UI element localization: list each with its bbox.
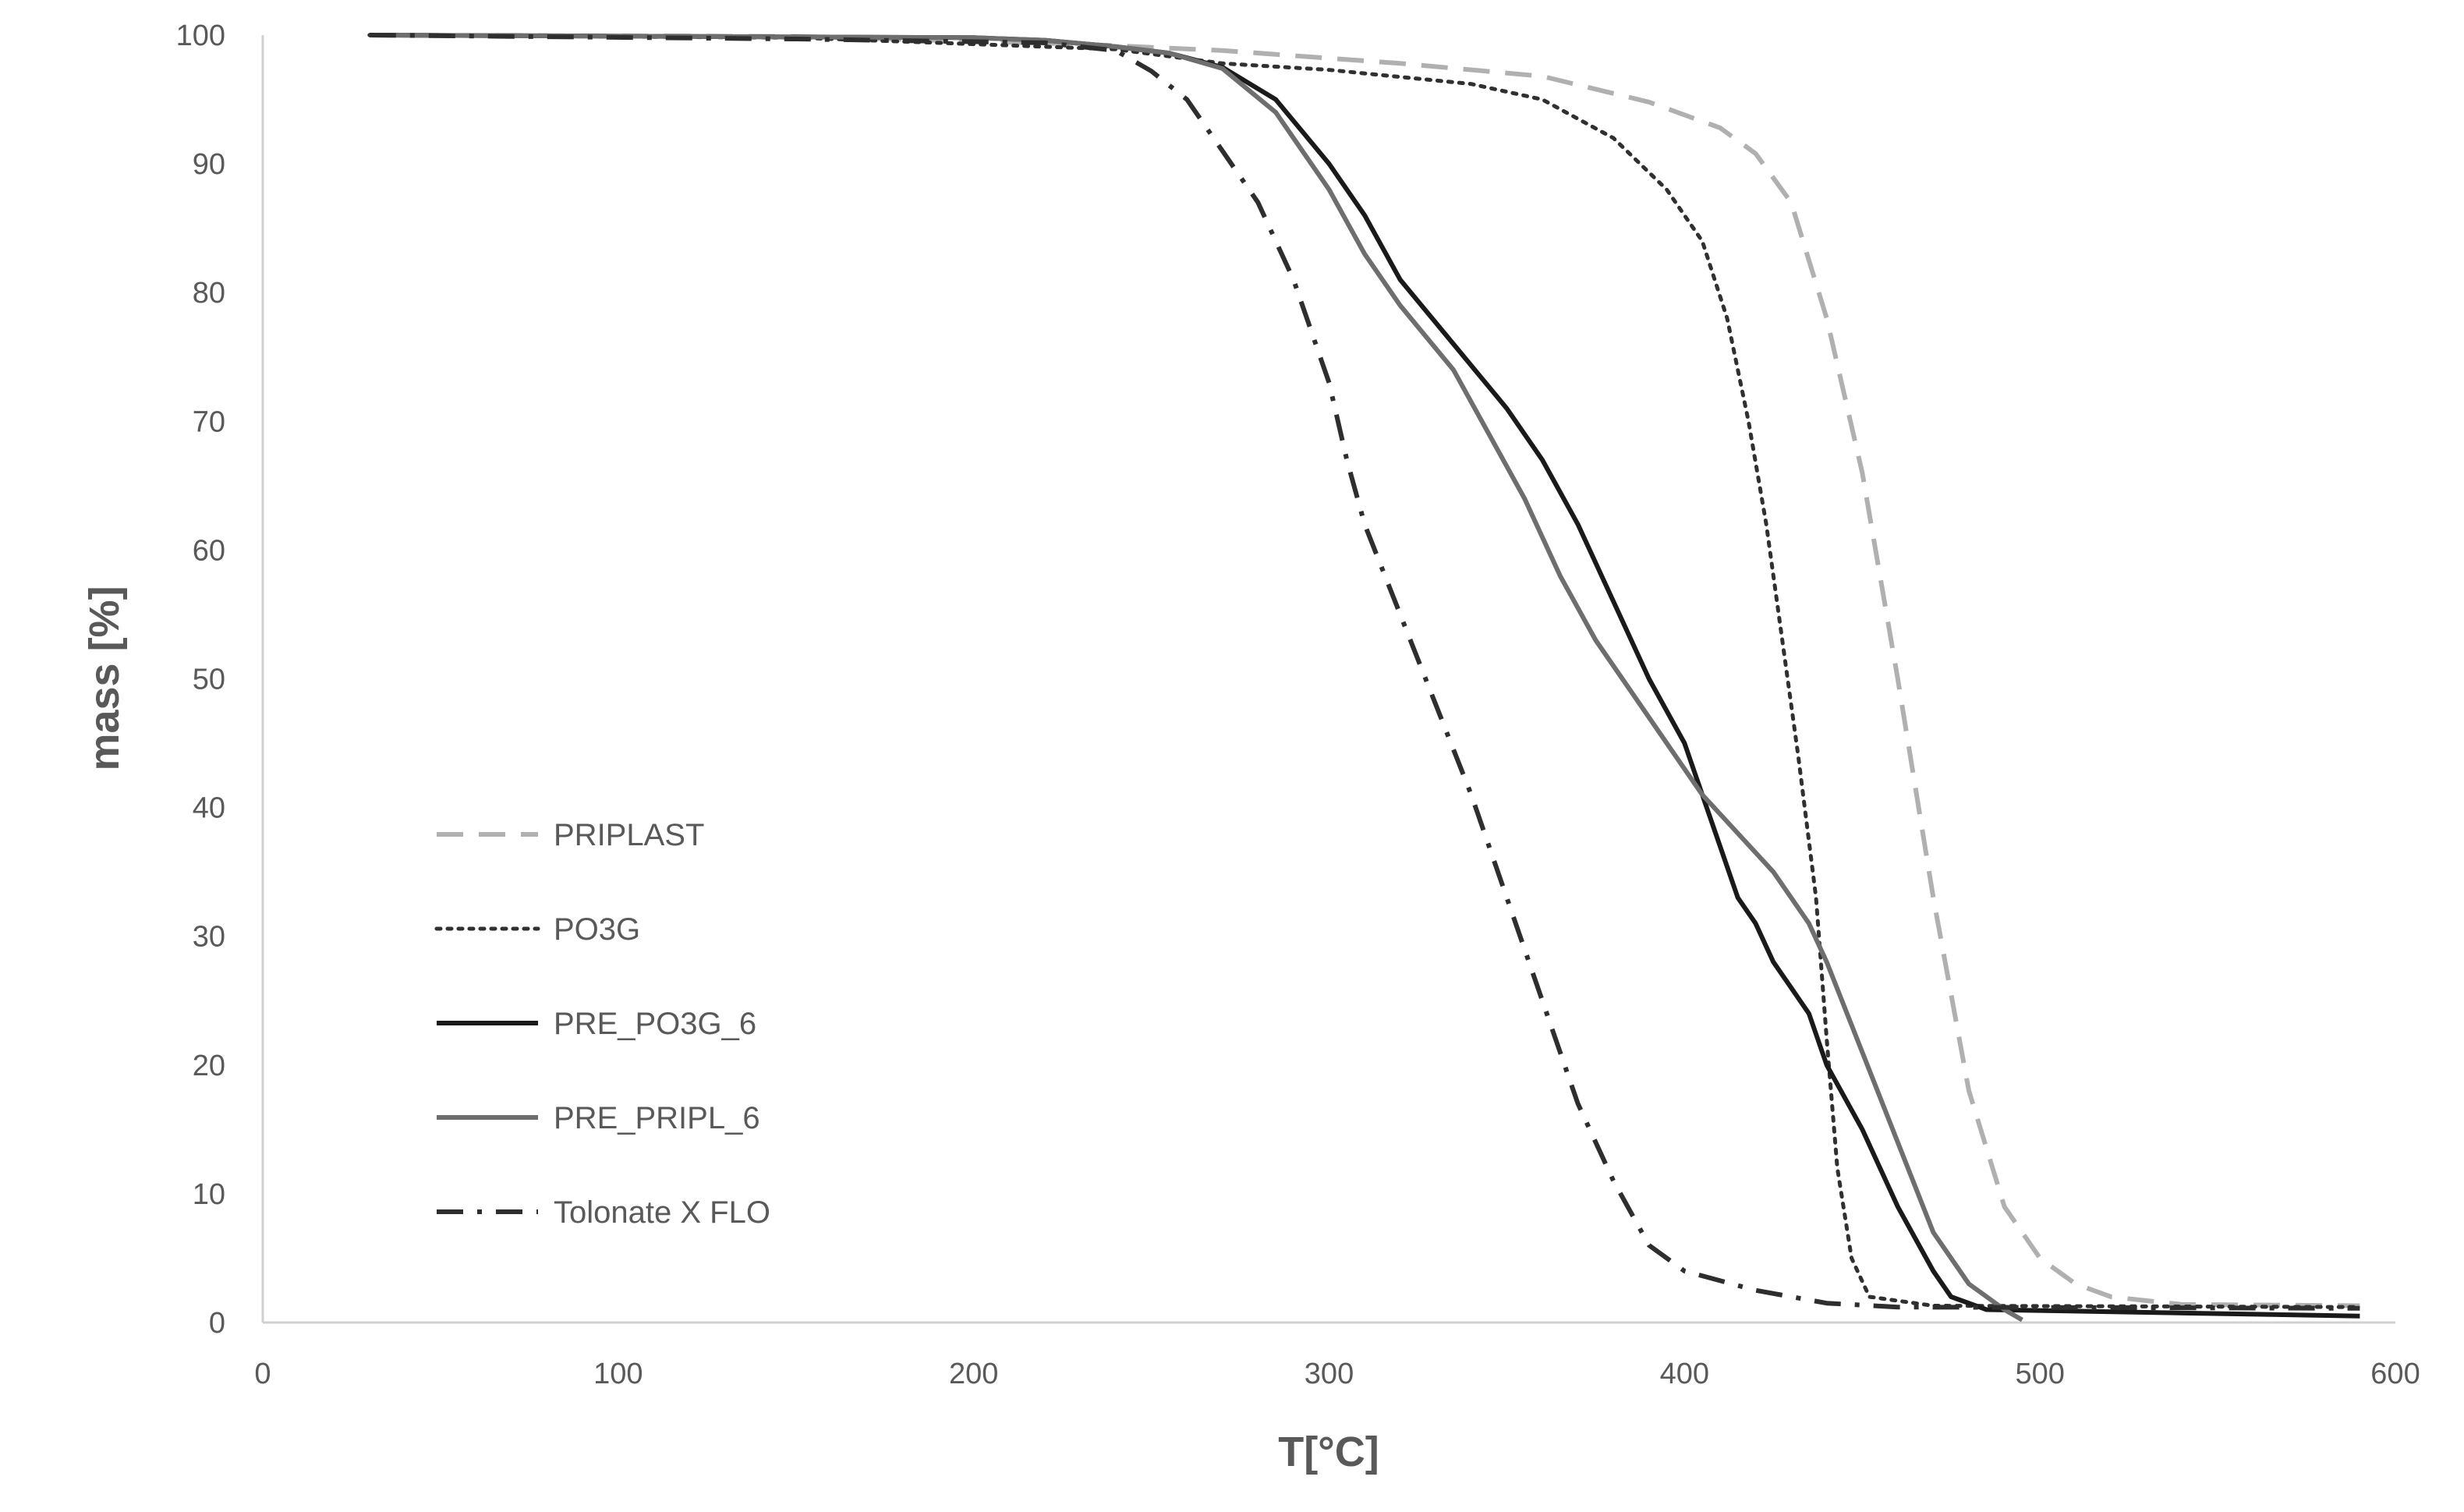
x-tick-label: 500 (2015, 1358, 2064, 1390)
legend-label: Tolonate X FLO (554, 1195, 770, 1230)
y-tick-label: 0 (209, 1307, 225, 1340)
legend: PRIPLAST PO3G PRE_PO3G_6 PRE_PRIPL_6 Tolonat… (434, 818, 770, 1230)
y-tick-label: 20 (193, 1050, 225, 1082)
y-tick-label: 30 (193, 921, 225, 954)
x-tick-label: 100 (593, 1358, 643, 1390)
series-line-po3g (367, 33, 2362, 1309)
series-line-pre-pripl-6 (369, 33, 2023, 1323)
x-tick-label: 600 (2370, 1358, 2420, 1390)
y-tick-label: 90 (193, 148, 225, 181)
y-tick-label: 70 (193, 405, 225, 438)
x-tick-label: 0 (254, 1358, 271, 1390)
y-tick-label: 80 (193, 277, 225, 310)
y-axis-title: mass [%] (81, 586, 128, 770)
legend-label: PRE_PO3G_6 (554, 1007, 756, 1041)
x-tick-label: 200 (949, 1358, 998, 1390)
axes (261, 35, 2395, 1324)
series-line-tolonate-x-flo (369, 33, 2360, 1311)
x-axis-title: T[°C] (1278, 1429, 1379, 1475)
series-line-priplast (369, 33, 2360, 1308)
y-tick-label: 10 (193, 1178, 225, 1211)
series-layer (367, 33, 2362, 1323)
x-tick-label: 400 (1660, 1358, 1709, 1390)
y-tick-label: 60 (193, 534, 225, 567)
y-tick-label: 100 (176, 19, 225, 52)
x-tick-label: 300 (1305, 1358, 1354, 1390)
y-tick-label: 50 (193, 664, 225, 696)
legend-label: PRE_PRIPL_6 (554, 1101, 760, 1135)
legend-label: PO3G (554, 912, 640, 947)
y-tick-labels: 0 10 20 30 40 50 60 70 80 90 100 (176, 19, 225, 1340)
y-tick-label: 40 (193, 792, 225, 825)
legend-label: PRIPLAST (554, 818, 704, 852)
x-tick-labels: 0 100 200 300 400 500 600 (254, 1358, 2420, 1390)
